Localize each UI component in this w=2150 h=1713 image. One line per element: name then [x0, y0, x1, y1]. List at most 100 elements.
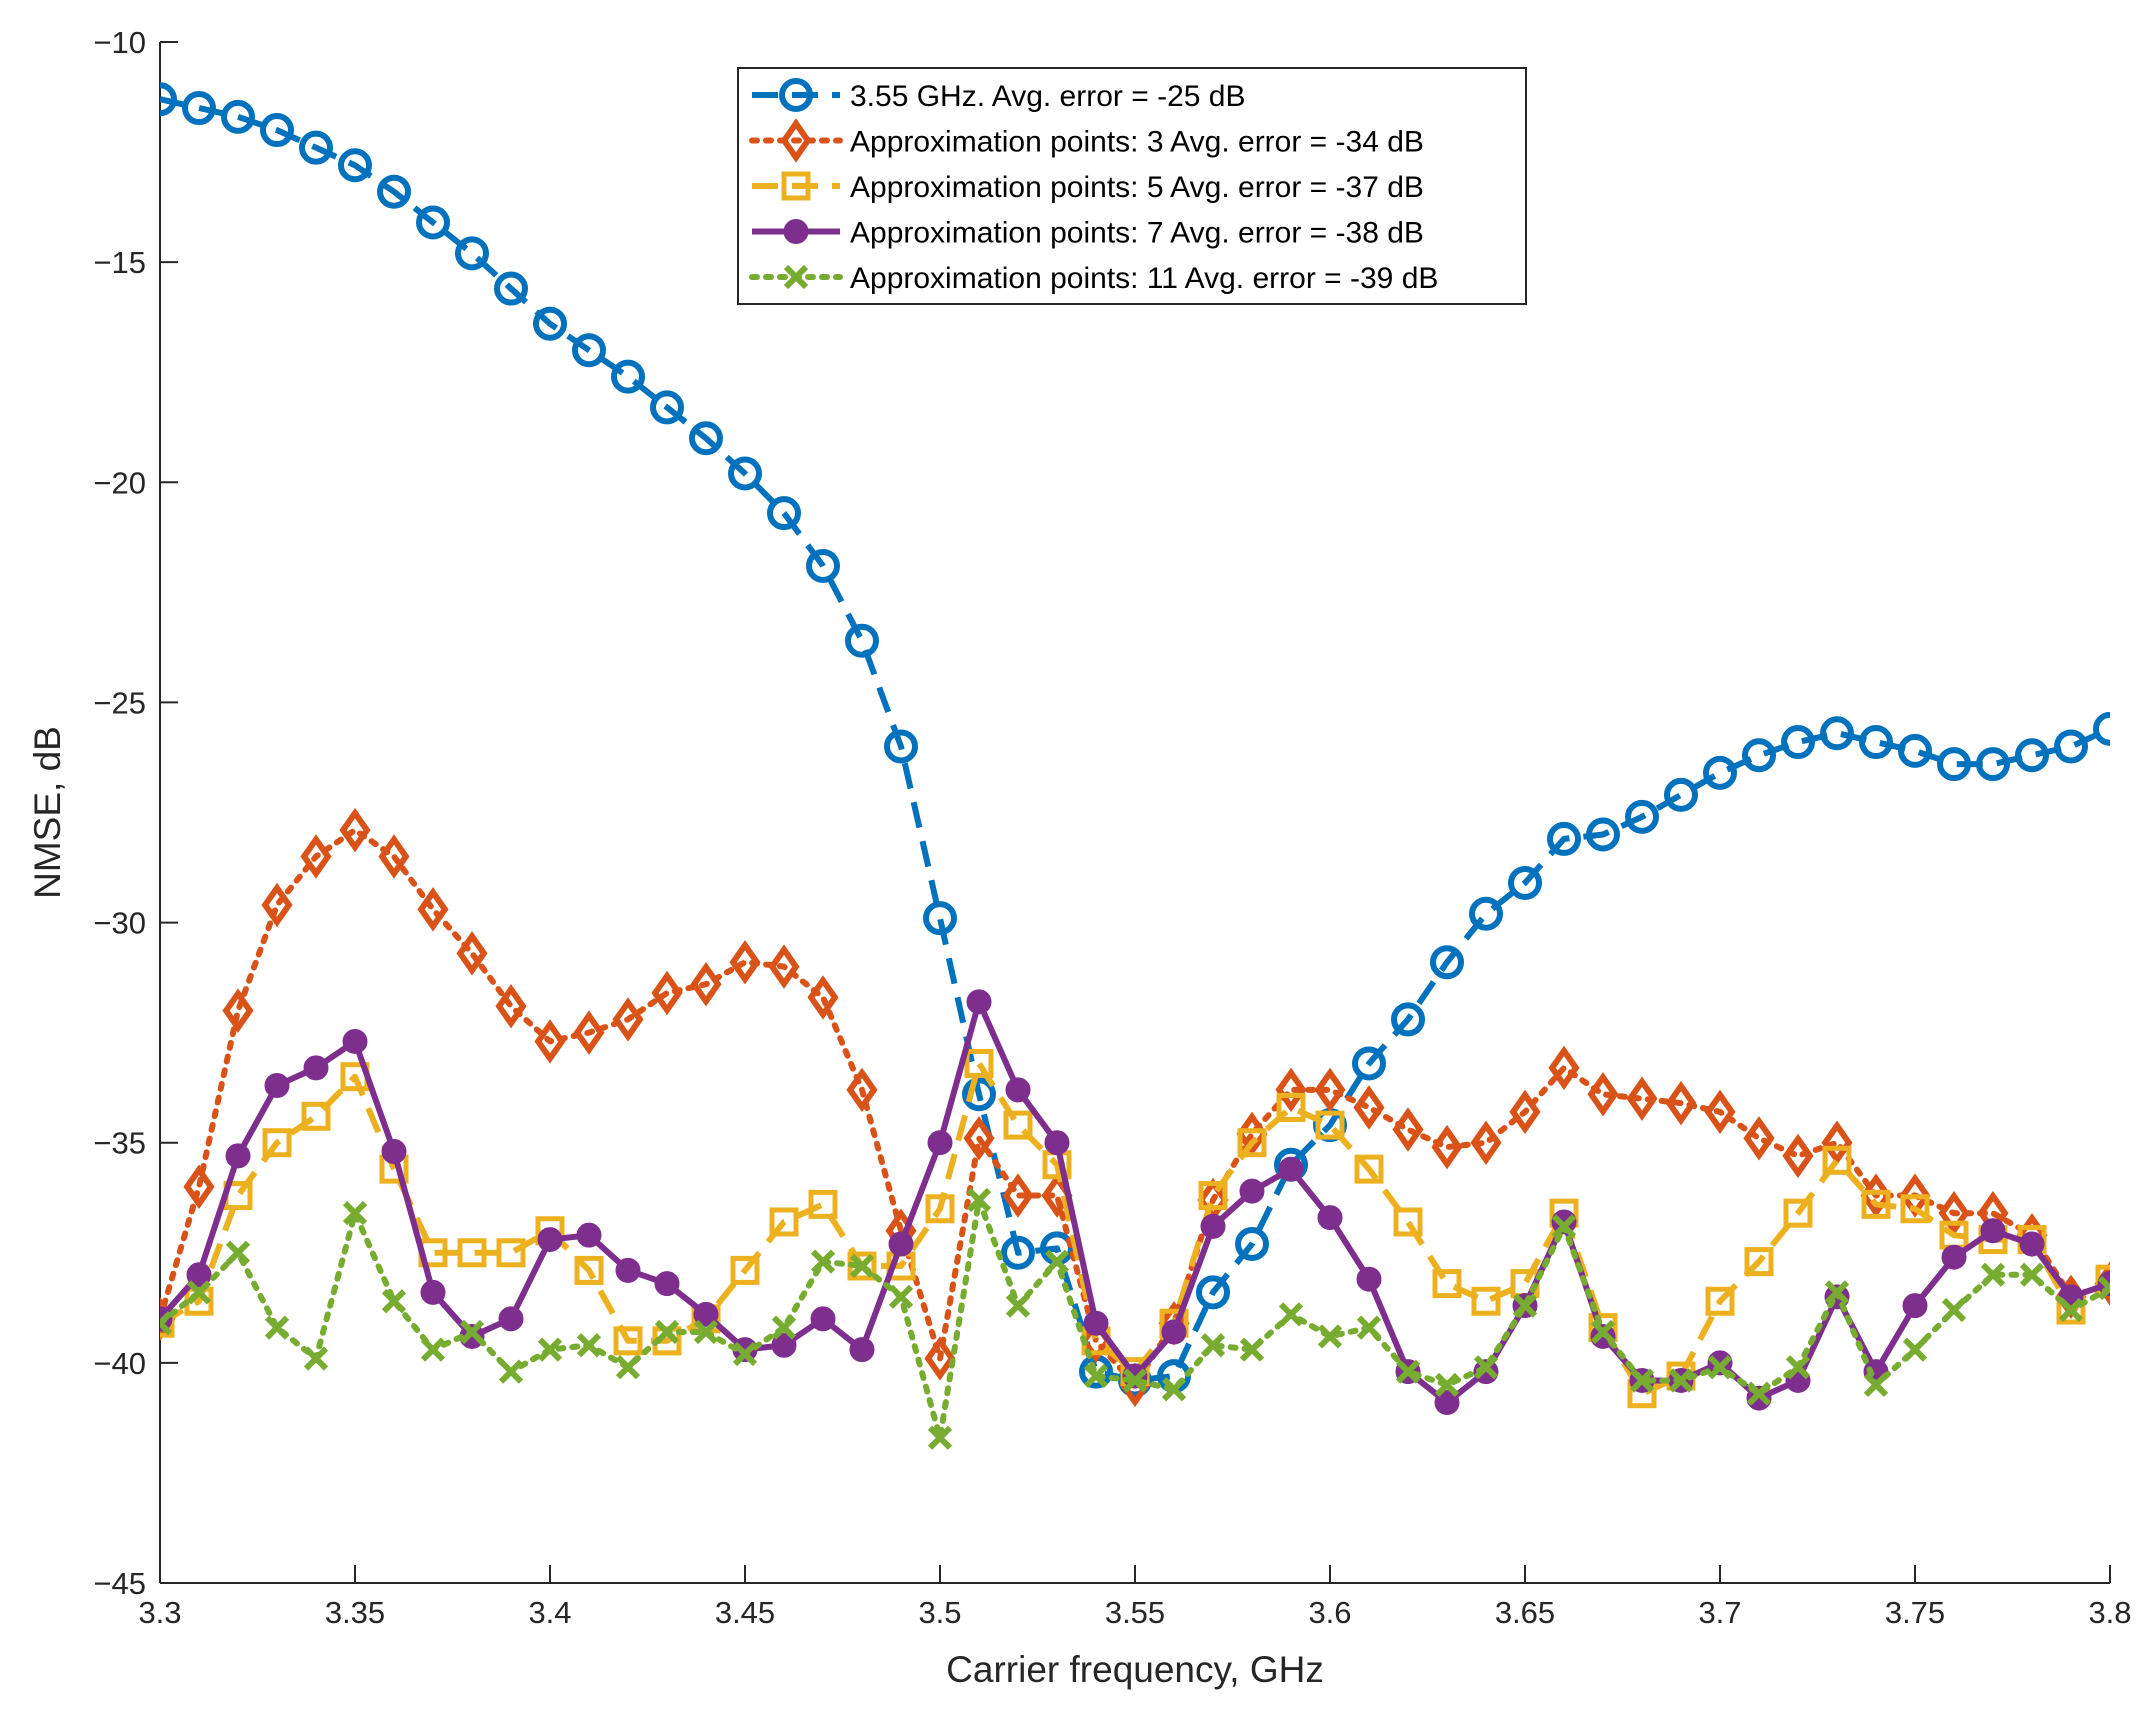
data-point: [1473, 1355, 1499, 1380]
data-point: [1899, 1173, 1931, 1218]
data-point: [1746, 1381, 1772, 1406]
data-point: [1352, 1046, 1386, 1081]
data-point: [301, 1101, 331, 1131]
data-point: [1235, 1226, 1269, 1261]
data-point: [1044, 1249, 1070, 1274]
data-point: [1434, 1372, 1460, 1397]
data-point: [615, 1355, 641, 1380]
data-point: [381, 1139, 407, 1165]
data-point: [456, 931, 488, 976]
data-point: [1044, 1130, 1070, 1156]
data-point: [1704, 1089, 1736, 1135]
data-point: [1508, 865, 1542, 900]
legend-marker: [781, 171, 811, 201]
data-point: [572, 333, 606, 368]
x-tick-label: 3.3: [138, 1595, 181, 1630]
data-point: [576, 1333, 602, 1358]
data-point: [1980, 1262, 2006, 1287]
data-point: [925, 1194, 955, 1224]
data-point: [261, 882, 293, 928]
data-point: [1512, 1293, 1538, 1318]
data-point: [1470, 1120, 1502, 1165]
data-point: [574, 1255, 604, 1285]
data-point: [1859, 725, 1893, 760]
data-point: [769, 1207, 799, 1237]
data-point: [1625, 799, 1659, 834]
series-line: [160, 827, 2110, 1388]
data-point: [225, 1143, 251, 1169]
data-point: [494, 271, 528, 306]
data-point: [927, 1425, 953, 1450]
data-point: [1742, 738, 1776, 773]
data-point: [1703, 755, 1737, 790]
data-point: [1707, 1355, 1733, 1380]
data-point: [1354, 1154, 1384, 1184]
data-point: [186, 1262, 212, 1288]
data-point: [888, 1231, 914, 1257]
data-point: [654, 1271, 680, 1297]
data-point: [690, 961, 722, 1007]
data-point: [2019, 1262, 2045, 1287]
y-tick-label: −25: [93, 685, 146, 720]
series-5-points: [160, 1048, 2110, 1409]
data-point: [1898, 733, 1932, 768]
data-point: [1473, 1359, 1499, 1385]
data-point: [1665, 1080, 1697, 1126]
data-point: [1001, 1235, 1035, 1270]
data-point: [1239, 1178, 1265, 1204]
data-point: [1122, 1368, 1148, 1393]
data-point: [457, 1238, 487, 1268]
data-point: [1547, 821, 1581, 856]
y-tick-label: −30: [93, 906, 146, 941]
data-point: [1200, 1333, 1226, 1358]
data-point: [1587, 1072, 1619, 1117]
data-point: [496, 1238, 526, 1268]
data-point: [1314, 1067, 1346, 1113]
data-point: [807, 975, 839, 1020]
data-point: [849, 1337, 875, 1363]
data-point: [1937, 747, 1971, 782]
x-tick-label: 3.45: [715, 1595, 775, 1630]
data-point: [806, 548, 840, 583]
data-point: [1161, 1377, 1187, 1402]
data-point: [768, 944, 800, 989]
y-tick-label: −40: [93, 1346, 146, 1381]
data-point: [810, 1306, 836, 1332]
series-11-points: [160, 1187, 2110, 1450]
data-point: [498, 1306, 524, 1332]
data-point: [537, 1337, 563, 1362]
data-point: [300, 834, 332, 879]
series-7-points: [160, 989, 2110, 1415]
data-point: [1471, 1286, 1501, 1316]
legend-label: Approximation points: 5 Avg. error = -37…: [850, 171, 1424, 204]
data-point: [576, 1222, 602, 1248]
data-point: [1902, 1293, 1928, 1319]
data-point: [810, 1249, 836, 1274]
data-point: [767, 496, 801, 531]
data-point: [1629, 1368, 1655, 1393]
data-point: [1430, 945, 1464, 980]
data-point: [1196, 1275, 1230, 1310]
data-point: [182, 91, 216, 126]
data-point: [1781, 725, 1815, 760]
data-point: [1821, 1120, 1853, 1165]
data-point: [1356, 1266, 1382, 1292]
x-tick-label: 3.35: [325, 1595, 385, 1630]
legend-entry: Approximation points: 3 Avg. error = -34…: [749, 118, 1424, 163]
data-point: [299, 130, 333, 165]
x-axis-label: Carrier frequency, GHz: [946, 1649, 1324, 1690]
x-tick-label: 3.7: [1698, 1595, 1741, 1630]
data-point: [537, 1227, 563, 1253]
data-point: [654, 1319, 680, 1345]
data-point: [651, 970, 683, 1016]
data-point: [2054, 729, 2088, 764]
data-point: [923, 901, 957, 936]
data-point: [381, 1289, 407, 1314]
data-point: [183, 1164, 215, 1209]
data-point: [693, 1301, 719, 1327]
y-tick-label: −35: [93, 1126, 146, 1161]
data-point: [338, 148, 372, 183]
data-point: [160, 1311, 173, 1336]
data-point: [1863, 1372, 1889, 1397]
